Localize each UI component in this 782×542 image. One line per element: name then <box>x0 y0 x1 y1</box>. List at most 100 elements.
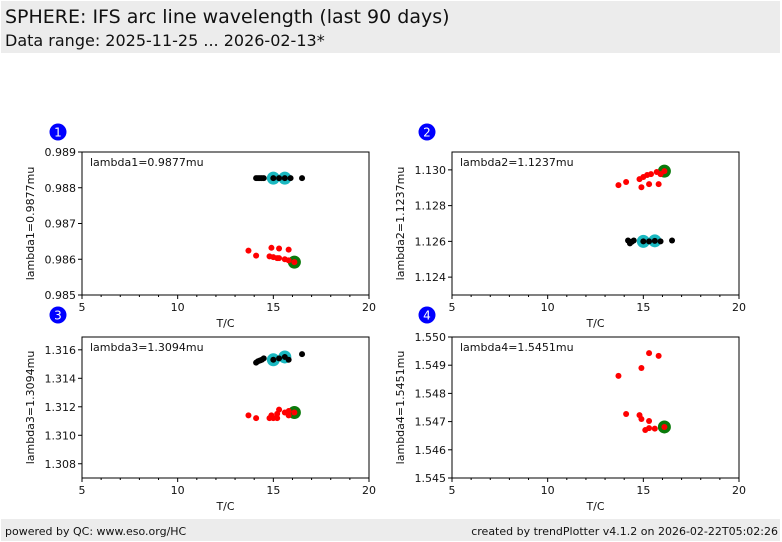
plot-annotation: lambda4=1.5451mu <box>460 341 574 354</box>
data-point-red <box>276 255 283 262</box>
data-point-red <box>285 408 292 415</box>
data-point-black <box>299 175 306 182</box>
data-point-red <box>651 425 658 432</box>
data-point-black <box>276 355 283 362</box>
y-tick-label: 1.545 <box>415 472 447 485</box>
plot-frame <box>81 336 370 479</box>
data-point-black <box>669 237 676 244</box>
x-axis-label: T/C <box>585 500 604 513</box>
y-tick-label: 1.310 <box>45 429 77 442</box>
x-tick-label: 10 <box>171 484 185 497</box>
chart-panel-3: 3 5 10 15 20 1.308 1.310 1.312 1.314 1.316 T/C lamb… <box>24 306 376 513</box>
footer-bar: powered by QC: www.eso.org/HC created by… <box>1 519 780 541</box>
data-point-red <box>253 415 260 422</box>
created-by-text: created by trendPlotter v4.1.2 on 2026-0… <box>471 525 778 538</box>
y-tick-label: 1.550 <box>415 331 447 344</box>
x-axis-label: T/C <box>215 500 234 513</box>
data-point-red <box>268 244 275 251</box>
chart-panel-1: 15 10 15 200.9850.9860.9870.9880.989T/Clamb… <box>24 123 376 330</box>
data-point-red <box>646 425 653 432</box>
data-point-red <box>245 412 252 419</box>
data-point-red <box>615 372 622 379</box>
panel-number-badge <box>418 306 436 324</box>
x-tick-label: 20 <box>732 301 746 314</box>
panel-number-badge <box>49 306 67 324</box>
data-point-red <box>276 245 283 252</box>
y-tick-label: 1.546 <box>415 444 447 457</box>
x-tick-label: 15 <box>636 484 650 497</box>
data-point-black <box>260 175 267 182</box>
y-tick-label: 1.128 <box>415 200 447 213</box>
panel-number-label: 2 <box>423 126 431 140</box>
plot-annotation: lambda3=1.3094mu <box>90 341 204 354</box>
y-axis-label: lambda3=1.3094mu <box>24 351 37 465</box>
plot-annotation: lambda2=1.1237mu <box>460 156 574 169</box>
x-axis-label: T/C <box>585 317 604 330</box>
data-point-red <box>655 352 662 359</box>
panel-number-badge <box>418 123 436 141</box>
data-point-red <box>276 406 283 413</box>
header-bar: SPHERE: IFS arc line wavelength (last 90… <box>1 1 780 53</box>
panel-number-label: 1 <box>54 126 62 140</box>
data-point-red <box>245 247 252 254</box>
data-point-black <box>299 351 306 358</box>
y-tick-label: 1.312 <box>45 401 77 414</box>
y-tick-label: 1.130 <box>415 164 447 177</box>
x-tick-label: 15 <box>636 301 650 314</box>
y-tick-label: 0.987 <box>45 218 77 231</box>
y-tick-label: 1.547 <box>415 416 447 429</box>
data-point-black <box>640 238 647 245</box>
x-tick-label: 20 <box>362 484 376 497</box>
data-point-red <box>291 409 298 416</box>
data-point-red <box>285 246 292 253</box>
y-tick-label: 1.548 <box>415 387 447 400</box>
y-tick-label: 0.985 <box>45 289 77 302</box>
data-point-black <box>287 175 294 182</box>
data-point-red <box>615 182 622 189</box>
powered-by-text: powered by QC: www.eso.org/HC <box>5 525 187 538</box>
data-range-subtitle: Data range: 2025-11-25 ... 2026-02-13* <box>5 31 325 50</box>
x-tick-label: 15 <box>266 484 280 497</box>
data-point-red <box>646 181 653 188</box>
plot-frame <box>81 151 370 296</box>
y-tick-label: 1.308 <box>45 458 77 471</box>
data-point-black <box>270 356 277 363</box>
y-tick-label: 1.126 <box>415 235 447 248</box>
x-tick-label: 5 <box>449 301 456 314</box>
data-point-black <box>646 238 653 245</box>
data-point-black <box>657 238 664 245</box>
x-tick-label: 10 <box>171 301 185 314</box>
data-point-black <box>285 356 292 363</box>
x-tick-label: 10 <box>541 301 555 314</box>
x-tick-label: 5 <box>79 301 86 314</box>
data-point-red <box>646 350 653 357</box>
y-tick-label: 0.986 <box>45 253 77 266</box>
data-point-black <box>630 237 637 244</box>
data-point-red <box>274 415 281 422</box>
data-point-red <box>623 410 630 417</box>
y-tick-label: 1.314 <box>45 372 77 385</box>
y-tick-label: 0.989 <box>45 146 77 159</box>
plot-annotation: lambda1=0.9877mu <box>90 156 204 169</box>
data-point-black <box>276 175 283 182</box>
data-point-red <box>253 252 260 259</box>
plot-frame <box>451 336 740 479</box>
data-point-black <box>281 175 288 182</box>
data-point-red <box>638 416 645 423</box>
x-tick-label: 5 <box>449 484 456 497</box>
data-point-red <box>285 257 292 264</box>
data-point-red <box>285 412 292 419</box>
data-point-red <box>661 168 668 175</box>
y-tick-label: 1.124 <box>415 271 447 284</box>
data-point-black <box>270 175 277 182</box>
data-point-red <box>646 418 653 425</box>
y-axis-label: lambda1=0.9877mu <box>24 167 37 281</box>
data-point-black <box>651 237 658 244</box>
panel-number-label: 4 <box>423 309 431 323</box>
data-point-red <box>623 179 630 186</box>
y-tick-label: 1.549 <box>415 359 447 372</box>
x-tick-label: 5 <box>79 484 86 497</box>
plot-frame <box>451 151 740 296</box>
chart-panel-2: 2 5 10 15 20 1.124 1.126 1.128 1.130 T/C lambda2=1… <box>394 123 746 330</box>
